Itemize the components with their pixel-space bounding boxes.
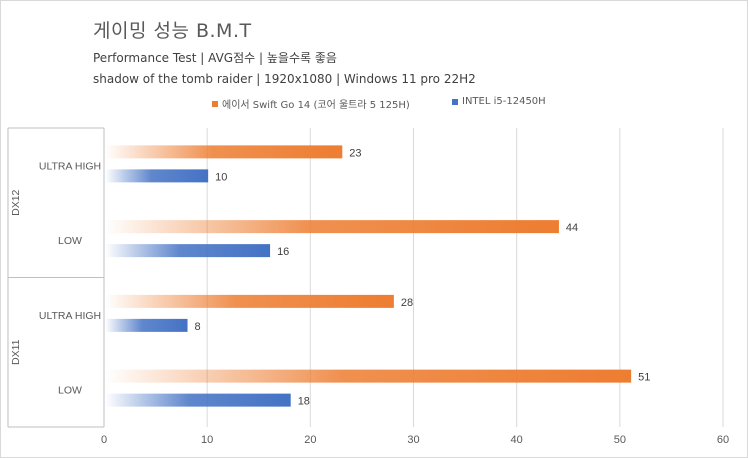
x-tick-label-10: 10: [201, 434, 213, 446]
x-tick-label-50: 50: [614, 434, 626, 446]
legend-label-swift-go: 에이서 Swift Go 14 (코어 울트라 5 125H): [222, 100, 410, 111]
chart-subtitle-line-1: Performance Test | AVG점수 | 높을수록 좋음: [93, 51, 337, 65]
bar-swift-go-0: [105, 145, 343, 159]
legend-item-intel: INTEL i5-12450H: [452, 96, 546, 107]
chart-subtitle-line-2: shadow of the tomb raider | 1920x1080 | …: [93, 72, 476, 86]
x-tick-label-30: 30: [407, 434, 419, 446]
group-label-dx11: DX11: [10, 339, 22, 365]
data-label-swift-go-3: 51: [638, 372, 650, 384]
bar-swift-go-1: [105, 220, 559, 234]
bar-swift-go-3: [105, 369, 632, 383]
bar-intel-0: [105, 169, 209, 183]
legend-item-swift-go: 에이서 Swift Go 14 (코어 울트라 5 125H): [212, 96, 410, 111]
bar-swift-go-2: [105, 294, 394, 308]
data-label-swift-go-2: 28: [401, 297, 413, 309]
bar-intel-1: [105, 244, 271, 258]
data-label-swift-go-1: 44: [566, 222, 578, 234]
data-label-intel-2: 8: [195, 321, 201, 333]
legend-swatch-blue: [452, 98, 458, 105]
x-tick-label-60: 60: [717, 434, 729, 446]
legend-swatch-orange: [212, 100, 218, 107]
category-label-ultra-high: ULTRA HIGH: [39, 310, 101, 322]
legend-label-intel: INTEL i5-12450H: [462, 96, 546, 107]
data-label-intel-0: 10: [215, 171, 227, 183]
data-label-swift-go-0: 23: [349, 147, 361, 159]
x-tick-label-20: 20: [304, 434, 316, 446]
bar-intel-3: [105, 393, 291, 407]
category-label-low: LOW: [58, 385, 82, 397]
data-label-intel-3: 18: [298, 396, 310, 408]
bar-intel-2: [105, 318, 188, 332]
x-tick-label-40: 40: [511, 434, 523, 446]
data-label-intel-1: 16: [277, 246, 289, 258]
category-label-low: LOW: [58, 235, 82, 247]
chart-title: 게이밍 성능 B.M.T: [93, 20, 252, 42]
x-tick-label-0: 0: [101, 434, 107, 446]
group-label-dx12: DX12: [10, 189, 22, 215]
category-label-ultra-high: ULTRA HIGH: [39, 160, 101, 172]
